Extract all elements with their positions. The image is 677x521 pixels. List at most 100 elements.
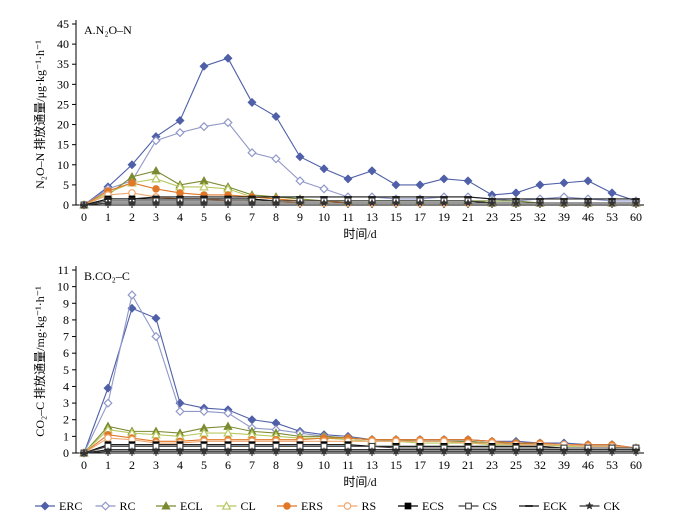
- panel-a-x-tick-label: 19: [438, 210, 450, 224]
- panel-b-x-tick-label: 32: [534, 458, 546, 472]
- panel-a-x-tick-label: 21: [462, 210, 474, 224]
- panel-b-point-ck: [463, 446, 473, 455]
- panel-a-point-erc: [199, 61, 209, 71]
- panel-a-series-rc: [79, 117, 641, 210]
- panel-a-point-ck: [487, 198, 497, 207]
- panel-a-point-ck: [319, 198, 329, 207]
- panel-a-x-tick-label: 9: [297, 210, 303, 224]
- panel-b-x-tick-label: 11: [342, 458, 354, 472]
- panel-b-x-tick-label: 7: [249, 458, 255, 472]
- panel-b-point-rc: [223, 408, 233, 418]
- panel-b-x-tick-label: 46: [582, 458, 594, 472]
- legend-swatch-marker: [585, 501, 594, 510]
- panel-a-point-rs: [128, 189, 136, 197]
- panel-a-point-erc: [439, 174, 449, 184]
- panel-a-point-ck: [295, 198, 305, 207]
- panel-a-y-tick-label: 0: [63, 198, 69, 212]
- legend-swatch-marker: [100, 501, 111, 511]
- legend-label: CL: [241, 499, 256, 513]
- panel-a-point-ck: [607, 198, 617, 207]
- panel-b-point-ck: [223, 446, 233, 455]
- panel-b-point-ck: [295, 446, 305, 455]
- panel-b-point-ck: [127, 446, 137, 455]
- panel-a-series-ecl: [79, 165, 641, 209]
- legend: ERC RC ECL CL ERS RS ECS CS ECK CK: [35, 499, 621, 513]
- panel-a-point-erc: [247, 97, 257, 107]
- panel-b-x-tick-label: 10: [318, 458, 330, 472]
- panel-a-line-ecl: [83, 170, 636, 206]
- panel-a-point-erc: [559, 178, 569, 188]
- panel-b-y-tick-label: 5: [63, 363, 69, 377]
- legend-swatch-marker: [465, 502, 472, 510]
- panel-b-series-erc: [79, 303, 641, 458]
- panel-a-point-cl: [151, 173, 161, 183]
- panel-a-point-ers: [128, 179, 136, 187]
- panel-a-line-ecs: [83, 198, 636, 206]
- panel-b-point-ck: [247, 446, 257, 455]
- panel-a-line-ers: [83, 182, 636, 206]
- panel-b-y-tick-label: 11: [57, 263, 69, 277]
- panel-a-x-tick-label: 5: [201, 210, 207, 224]
- panel-a-point-ck: [367, 198, 377, 207]
- panel-a-y-tick-label: 20: [57, 118, 69, 132]
- panel-a-point-erc: [343, 174, 353, 184]
- panel-a-x-tick-label: 10: [318, 210, 330, 224]
- panel-a-point-rc: [175, 127, 185, 138]
- panel-a-point-rc: [295, 176, 305, 186]
- panel-a-x-tick-label: 1: [105, 210, 111, 224]
- panel-b-y-tick-label: 4: [63, 379, 69, 393]
- legend-item-ecl: ECL: [156, 499, 203, 513]
- panel-b-line-rc: [83, 293, 637, 454]
- panel-a-y-tick-label: 30: [57, 77, 69, 91]
- panel-b-y-tick-label: 0: [63, 446, 69, 460]
- panel-b-point-ck: [391, 446, 401, 455]
- panel-a-point-ck: [343, 198, 353, 207]
- panel-b-point-ck: [151, 446, 161, 455]
- panel-a-point-ck: [511, 198, 521, 207]
- panel-a-point-erc: [583, 176, 593, 186]
- legend-swatch-marker: [404, 502, 412, 510]
- panel-b-y-tick-label: 9: [63, 296, 69, 310]
- panel-b-y-tick-label: 2: [63, 413, 69, 427]
- panel-b-point-ck: [487, 446, 497, 455]
- panel-a-point-ck: [535, 198, 545, 207]
- legend-swatch-marker: [161, 501, 171, 510]
- panel-a-point-rc: [247, 148, 257, 158]
- legend-label: CS: [483, 499, 498, 513]
- panel-a-x-tick-label: 6: [225, 210, 231, 224]
- legend-label: RS: [362, 499, 377, 513]
- panel-a-x-tick-label: 4: [177, 210, 183, 224]
- panel-b-point-ck: [199, 446, 209, 455]
- panel-a-x-tick-label: 17: [414, 210, 426, 224]
- panel-b-x-tick-label: 25: [510, 458, 522, 472]
- panel-b-point-ck: [343, 446, 353, 455]
- panel-a-point-ck: [199, 198, 209, 207]
- panel-a-y-tick-label: 25: [57, 97, 69, 111]
- panel-b-point-ck: [103, 446, 113, 455]
- panel-b-point-ck: [511, 446, 521, 455]
- panel-a-point-erc: [319, 164, 329, 174]
- panel-b-x-tick-label: 13: [366, 458, 378, 472]
- panel-b-y-tick-label: 3: [63, 396, 69, 410]
- panel-a-point-erc: [511, 188, 521, 198]
- panel-a-point-ck: [151, 198, 161, 207]
- panel-b-point-ck: [319, 446, 329, 455]
- panel-a-series-erc: [79, 53, 641, 210]
- panel-b-y-tick-label: 8: [63, 313, 69, 327]
- panel-a-point-erc: [607, 188, 617, 198]
- panel-b-line-eck: [83, 449, 636, 454]
- panel-b-x-tick-label: 0: [81, 458, 87, 472]
- legend-swatch-marker: [40, 501, 50, 511]
- panel-a-x-label: 时间/d: [343, 227, 376, 241]
- panel-b-point-ck: [439, 446, 449, 455]
- panel-a-point-erc: [175, 116, 185, 126]
- panel-b-point-rc: [199, 406, 209, 417]
- panel-a-line-eck: [83, 196, 636, 206]
- panel-b-x-tick-label: 8: [273, 458, 279, 472]
- panel-a-point-ck: [79, 200, 89, 209]
- panel-b-series-ck: [79, 446, 641, 457]
- panel-b-x-tick-label: 17: [414, 458, 426, 472]
- panel-b-x-tick-label: 1: [105, 458, 111, 472]
- panel-a-x-tick-label: 23: [486, 210, 498, 224]
